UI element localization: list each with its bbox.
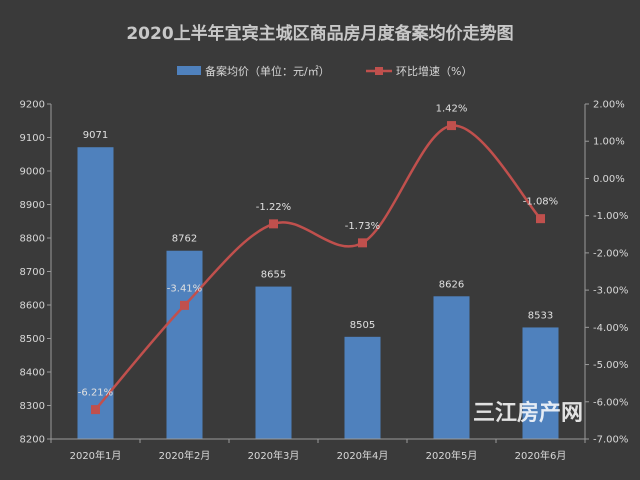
growth-marker-5 <box>447 121 456 131</box>
bar-value-label-3: 8655 <box>261 270 286 281</box>
growth-line <box>94 124 542 411</box>
bar-value-label-4: 8505 <box>350 320 375 331</box>
legend-line-marker <box>375 67 383 75</box>
y-right-tick-label-9: -6.00% <box>593 397 628 408</box>
x-tick-label-5: 2020年5月 <box>426 449 478 462</box>
bar-series <box>77 147 559 439</box>
growth-marker-1 <box>91 405 100 415</box>
bar-5 <box>433 296 470 439</box>
bar-4 <box>344 336 381 439</box>
growth-value-label-2: -3.41% <box>167 283 202 294</box>
growth-value-label-5: 1.42% <box>436 104 468 115</box>
growth-value-label-6: -1.08% <box>523 197 558 208</box>
x-tick-label-4: 2020年4月 <box>337 449 389 462</box>
legend-bar-swatch <box>177 66 201 75</box>
bar-value-label-2: 8762 <box>172 234 197 245</box>
legend-bar-label: 备案均价（单位：元/㎡） <box>205 64 330 78</box>
growth-marker-4 <box>358 238 367 248</box>
y-left-tick-label-2: 9100 <box>20 133 45 144</box>
growth-value-label-3: -1.22% <box>256 202 291 213</box>
y-right-tick-label-2: 1.00% <box>593 137 625 148</box>
bar-3 <box>255 286 292 439</box>
y-right-tick-label-4: -1.00% <box>593 211 628 222</box>
line-series <box>91 121 545 415</box>
y-left-tick-label-3: 9000 <box>20 167 45 178</box>
growth-marker-3 <box>269 219 278 229</box>
y-right-tick-label-1: 2.00% <box>593 100 625 111</box>
watermark: 三江房产网 <box>473 400 583 426</box>
y-right-tick-label-3: 0.00% <box>593 174 625 185</box>
chart-title: 2020上半年宜宾主城区商品房月度备案均价走势图 <box>126 23 513 44</box>
y-left-tick-label-4: 8900 <box>20 200 45 211</box>
y-left-tick-label-11: 8200 <box>20 435 45 446</box>
bar-value-label-5: 8626 <box>439 279 464 290</box>
y-left-tick-label-5: 8800 <box>20 234 45 245</box>
bar-value-label-6: 8533 <box>528 310 553 321</box>
bar-2 <box>166 250 203 439</box>
growth-marker-2 <box>180 300 189 310</box>
x-tick-label-2: 2020年2月 <box>159 449 211 462</box>
growth-marker-6 <box>536 214 545 224</box>
y-right-tick-label-10: -7.00% <box>593 435 628 446</box>
y-right-tick-label-5: -2.00% <box>593 248 628 259</box>
y-left-tick-label-6: 8700 <box>20 267 45 278</box>
legend-line-label: 环比增速（%） <box>396 64 472 78</box>
x-tick-label-3: 2020年3月 <box>248 449 300 462</box>
bar-value-label-1: 9071 <box>83 130 108 141</box>
y-left-tick-label-1: 9200 <box>20 100 45 111</box>
y-right-tick-label-6: -3.00% <box>593 286 628 297</box>
bar-6 <box>522 327 559 439</box>
axes: 9200 9100 9000 8900 8800 8700 8600 8500 8400 8300… <box>20 100 629 463</box>
growth-value-label-4: -1.73% <box>345 221 380 232</box>
x-tick-label-1: 2020年1月 <box>70 449 122 462</box>
y-right-tick-label-7: -4.00% <box>593 323 628 334</box>
y-left-tick-label-7: 8600 <box>20 301 45 312</box>
y-left-tick-label-9: 8400 <box>20 368 45 379</box>
x-tick-label-6: 2020年6月 <box>515 449 567 462</box>
growth-value-label-1: -6.21% <box>78 388 113 399</box>
y-right-tick-label-8: -5.00% <box>593 360 628 371</box>
data-labels: 9071 8762 8655 8505 8626 8533 -6.21% -3.41% -1.2… <box>78 104 558 399</box>
y-left-tick-label-8: 8500 <box>20 334 45 345</box>
y-left-tick-label-10: 8300 <box>20 401 45 412</box>
bar-1 <box>77 147 114 439</box>
